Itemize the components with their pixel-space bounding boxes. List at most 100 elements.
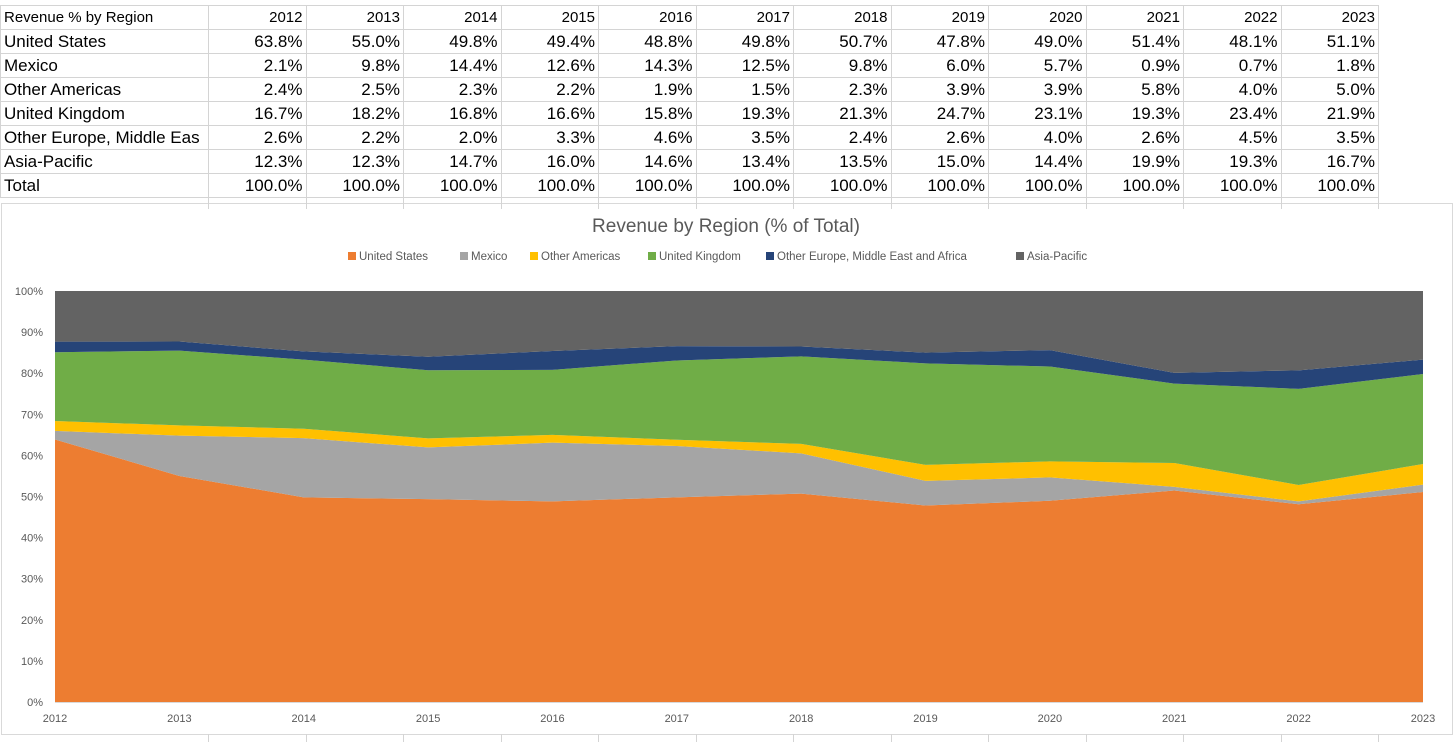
value-cell[interactable]: 2.5% [305,77,404,102]
year-header-cell[interactable]: 2023 [1280,5,1379,30]
value-cell[interactable]: 48.8% [598,29,697,54]
value-cell[interactable]: 14.7% [403,149,502,174]
table-title-cell[interactable]: Revenue % by Region [0,5,209,30]
value-cell[interactable]: 16.7% [208,101,307,126]
value-cell[interactable]: 14.4% [988,149,1087,174]
value-cell[interactable]: 63.8% [208,29,307,54]
row-label-cell[interactable]: Total [0,173,209,198]
row-label-cell[interactable]: United States [0,29,209,54]
year-header-cell[interactable]: 2017 [695,5,794,30]
value-cell[interactable]: 2.6% [1085,125,1184,150]
year-header-cell[interactable]: 2012 [208,5,307,30]
value-cell[interactable]: 3.9% [890,77,989,102]
value-cell[interactable]: 2.0% [403,125,502,150]
value-cell[interactable]: 5.8% [1085,77,1184,102]
value-cell[interactable]: 9.8% [305,53,404,78]
value-cell[interactable]: 16.7% [1280,149,1379,174]
value-cell[interactable]: 19.3% [1183,149,1282,174]
value-cell[interactable]: 21.9% [1280,101,1379,126]
year-header-cell[interactable]: 2018 [793,5,892,30]
value-cell[interactable]: 3.5% [695,125,794,150]
value-cell[interactable]: 12.5% [695,53,794,78]
value-cell[interactable]: 21.3% [793,101,892,126]
value-cell[interactable]: 13.4% [695,149,794,174]
value-cell[interactable]: 47.8% [890,29,989,54]
value-cell[interactable]: 4.6% [598,125,697,150]
value-cell[interactable]: 1.5% [695,77,794,102]
value-cell[interactable]: 2.3% [793,77,892,102]
value-cell[interactable]: 15.8% [598,101,697,126]
chart-area[interactable]: Revenue by Region (% of Total) United Sta… [1,203,1453,735]
value-cell[interactable]: 23.1% [988,101,1087,126]
year-header-cell[interactable]: 2014 [403,5,502,30]
value-cell[interactable]: 100.0% [1280,173,1379,198]
year-header-cell[interactable]: 2022 [1183,5,1282,30]
value-cell[interactable]: 18.2% [305,101,404,126]
value-cell[interactable]: 100.0% [890,173,989,198]
value-cell[interactable]: 100.0% [793,173,892,198]
value-cell[interactable]: 2.2% [500,77,599,102]
value-cell[interactable]: 48.1% [1183,29,1282,54]
value-cell[interactable]: 4.0% [1183,77,1282,102]
year-header-cell[interactable]: 2015 [500,5,599,30]
year-header-cell[interactable]: 2019 [890,5,989,30]
value-cell[interactable]: 16.0% [500,149,599,174]
year-header-cell[interactable]: 2013 [305,5,404,30]
value-cell[interactable]: 6.0% [890,53,989,78]
year-header-cell[interactable]: 2021 [1085,5,1184,30]
value-cell[interactable]: 49.0% [988,29,1087,54]
value-cell[interactable]: 50.7% [793,29,892,54]
value-cell[interactable]: 2.6% [208,125,307,150]
value-cell[interactable]: 100.0% [305,173,404,198]
value-cell[interactable]: 5.0% [1280,77,1379,102]
value-cell[interactable]: 100.0% [1183,173,1282,198]
value-cell[interactable]: 49.8% [403,29,502,54]
value-cell[interactable]: 9.8% [793,53,892,78]
value-cell[interactable]: 16.8% [403,101,502,126]
value-cell[interactable]: 3.9% [988,77,1087,102]
value-cell[interactable]: 14.3% [598,53,697,78]
value-cell[interactable]: 19.3% [1085,101,1184,126]
value-cell[interactable]: 3.5% [1280,125,1379,150]
value-cell[interactable]: 51.4% [1085,29,1184,54]
year-header-cell[interactable]: 2020 [988,5,1087,30]
value-cell[interactable]: 2.2% [305,125,404,150]
row-label-cell[interactable]: United Kingdom [0,101,209,126]
row-label-cell[interactable]: Other Europe, Middle Eas [0,125,209,150]
value-cell[interactable]: 0.7% [1183,53,1282,78]
value-cell[interactable]: 49.4% [500,29,599,54]
year-header-cell[interactable]: 2016 [598,5,697,30]
value-cell[interactable]: 100.0% [208,173,307,198]
value-cell[interactable]: 19.9% [1085,149,1184,174]
value-cell[interactable]: 100.0% [988,173,1087,198]
value-cell[interactable]: 4.0% [988,125,1087,150]
value-cell[interactable]: 0.9% [1085,53,1184,78]
value-cell[interactable]: 12.6% [500,53,599,78]
value-cell[interactable]: 2.6% [890,125,989,150]
value-cell[interactable]: 24.7% [890,101,989,126]
value-cell[interactable]: 5.7% [988,53,1087,78]
value-cell[interactable]: 1.9% [598,77,697,102]
value-cell[interactable]: 49.8% [695,29,794,54]
value-cell[interactable]: 2.4% [793,125,892,150]
value-cell[interactable]: 1.8% [1280,53,1379,78]
value-cell[interactable]: 100.0% [500,173,599,198]
value-cell[interactable]: 2.1% [208,53,307,78]
value-cell[interactable]: 100.0% [1085,173,1184,198]
value-cell[interactable]: 12.3% [208,149,307,174]
value-cell[interactable]: 13.5% [793,149,892,174]
value-cell[interactable]: 23.4% [1183,101,1282,126]
value-cell[interactable]: 2.4% [208,77,307,102]
value-cell[interactable]: 19.3% [695,101,794,126]
value-cell[interactable]: 100.0% [695,173,794,198]
row-label-cell[interactable]: Other Americas [0,77,209,102]
row-label-cell[interactable]: Asia-Pacific [0,149,209,174]
value-cell[interactable]: 4.5% [1183,125,1282,150]
value-cell[interactable]: 100.0% [403,173,502,198]
value-cell[interactable]: 3.3% [500,125,599,150]
value-cell[interactable]: 12.3% [305,149,404,174]
value-cell[interactable]: 14.6% [598,149,697,174]
value-cell[interactable]: 15.0% [890,149,989,174]
value-cell[interactable]: 100.0% [598,173,697,198]
value-cell[interactable]: 51.1% [1280,29,1379,54]
